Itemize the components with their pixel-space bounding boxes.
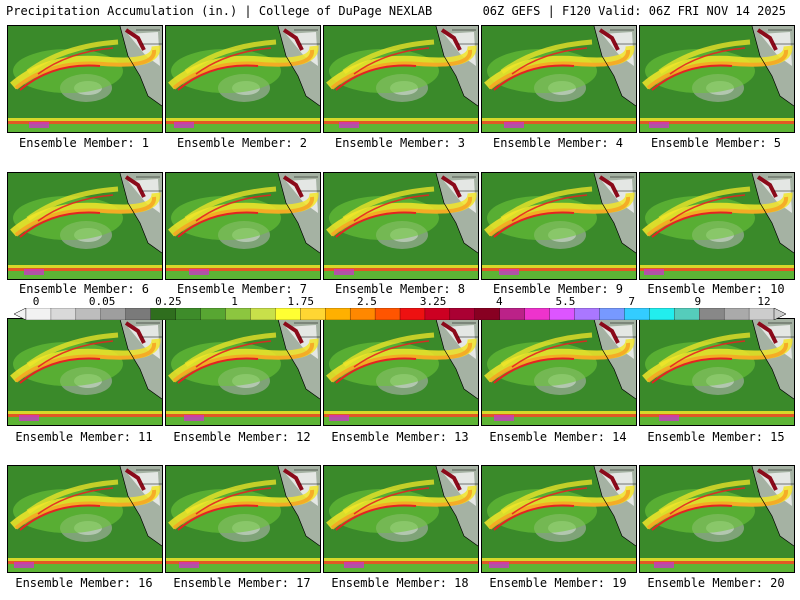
ensemble-member-label: Ensemble Member: 13	[331, 430, 469, 444]
colorbar-swatch	[250, 308, 276, 320]
ensemble-member-label: Ensemble Member: 11	[15, 430, 153, 444]
ensemble-map-panel	[7, 465, 163, 573]
colorbar-swatch	[524, 308, 551, 320]
colorbar-tick-label: 12	[757, 295, 771, 308]
ensemble-map-panel	[481, 318, 637, 426]
colorbar-swatch	[275, 308, 301, 320]
colorbar-swatch	[374, 308, 401, 320]
colorbar-max-arrow	[773, 308, 786, 320]
colorbar-swatch	[100, 308, 127, 320]
ensemble-member-label: Ensemble Member: 14	[489, 430, 627, 444]
ensemble-member-label: Ensemble Member: 1	[18, 136, 150, 150]
colorbar-tick-label: 1.75	[287, 295, 314, 308]
ensemble-member-label: Ensemble Member: 16	[15, 576, 153, 590]
colorbar-swatch	[723, 308, 750, 320]
colorbar-tick-label: 2.5	[356, 295, 377, 308]
colorbar-swatch	[499, 308, 526, 320]
ensemble-member-label: Ensemble Member: 6	[18, 282, 150, 296]
ensemble-map-panel	[7, 25, 163, 133]
colorbar-swatch	[599, 308, 626, 320]
ensemble-member-label: Ensemble Member: 18	[331, 576, 469, 590]
ensemble-map-panel	[165, 318, 321, 426]
colorbar-swatch	[175, 308, 202, 320]
ensemble-member-label: Ensemble Member: 20	[647, 576, 785, 590]
ensemble-map-panel	[7, 172, 163, 280]
ensemble-map-panel	[165, 172, 321, 280]
ensemble-map-panel	[639, 318, 795, 426]
colorbar-tick-label: 4	[495, 295, 503, 308]
colorbar-tick-label: 5.5	[555, 295, 576, 308]
colorbar-tick-label: 3.25	[419, 295, 447, 308]
ensemble-map-panel	[481, 465, 637, 573]
ensemble-map-panel	[7, 318, 163, 426]
colorbar-swatch	[200, 308, 227, 320]
colorbar-swatch	[424, 308, 451, 320]
map-title: Precipitation Accumulation (in.) | Colle…	[6, 4, 433, 18]
colorbar-swatch	[300, 308, 326, 320]
colorbar-swatch	[574, 308, 601, 320]
ensemble-member-label: Ensemble Member: 15	[647, 430, 785, 444]
colorbar-swatch	[699, 308, 725, 320]
colorbar-tick-label: 0.25	[155, 295, 182, 308]
run-valid-time: 06Z GEFS | F120 Valid: 06Z FRI NOV 14 20…	[482, 4, 786, 18]
colorbar-swatch	[674, 308, 700, 320]
ensemble-member-label: Ensemble Member: 8	[334, 282, 466, 296]
colorbar-swatch	[624, 308, 650, 320]
ensemble-member-label: Ensemble Member: 4	[492, 136, 624, 150]
ensemble-map-panel	[165, 25, 321, 133]
colorbar-swatch	[225, 308, 252, 320]
colorbar-swatch	[349, 308, 376, 320]
colorbar-tick-label: 0	[32, 295, 40, 308]
colorbar-swatch	[449, 308, 476, 320]
ensemble-map-panel	[481, 172, 637, 280]
colorbar-tick-label: 0.05	[88, 295, 116, 308]
ensemble-map-panel	[323, 465, 479, 573]
colorbar-tick-label: 1	[231, 295, 238, 308]
ensemble-member-label: Ensemble Member: 3	[334, 136, 466, 150]
ensemble-map-panel	[323, 318, 479, 426]
colorbar-swatch	[649, 308, 675, 320]
colorbar-swatch	[474, 308, 501, 320]
colorbar-swatch	[399, 308, 426, 320]
ensemble-member-label: Ensemble Member: 9	[492, 282, 624, 296]
ensemble-member-label: Ensemble Member: 12	[173, 430, 311, 444]
colorbar-tick-label: 9	[694, 295, 702, 308]
colorbar-swatch	[549, 308, 576, 320]
ensemble-map-panel	[639, 172, 795, 280]
ensemble-member-label: Ensemble Member: 10	[647, 282, 785, 296]
ensemble-map-panel	[639, 25, 795, 133]
ensemble-map-panel	[323, 25, 479, 133]
colorbar-tick-label: 7	[628, 295, 635, 308]
ensemble-member-label: Ensemble Member: 2	[176, 136, 308, 150]
ensemble-member-label: Ensemble Member: 5	[650, 136, 782, 150]
colorbar-swatch	[75, 308, 102, 320]
colorbar-swatch	[748, 308, 775, 320]
colorbar-swatch	[150, 308, 177, 320]
colorbar-swatch	[50, 308, 77, 320]
ensemble-map-panel	[481, 25, 637, 133]
colorbar-min-arrow	[14, 308, 27, 320]
ensemble-map-panel	[639, 465, 795, 573]
colorbar-swatch	[325, 308, 351, 320]
ensemble-map-panel	[323, 172, 479, 280]
colorbar-swatch	[125, 308, 152, 320]
precip-colorbar	[14, 308, 786, 320]
colorbar-swatch	[25, 308, 52, 320]
ensemble-member-label: Ensemble Member: 17	[173, 576, 311, 590]
ensemble-member-label: Ensemble Member: 7	[176, 282, 308, 296]
ensemble-map-panel	[165, 465, 321, 573]
ensemble-member-label: Ensemble Member: 19	[489, 576, 627, 590]
